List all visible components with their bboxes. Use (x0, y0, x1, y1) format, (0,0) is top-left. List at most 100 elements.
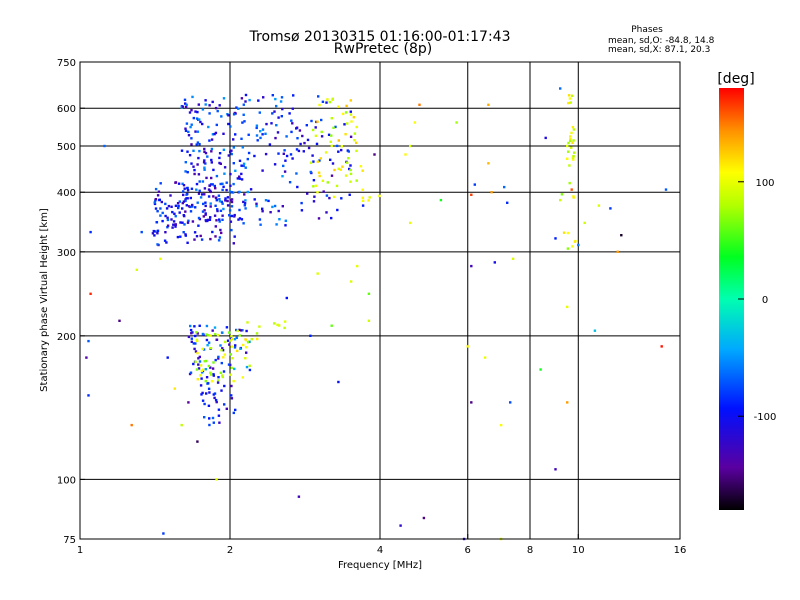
data-point (217, 357, 220, 360)
data-point (232, 242, 235, 245)
data-point (201, 122, 204, 126)
data-point (162, 532, 165, 535)
data-point (244, 93, 248, 97)
data-point (182, 200, 186, 203)
data-point (218, 236, 222, 239)
data-point (242, 200, 245, 204)
data-point (198, 324, 201, 327)
data-point (270, 122, 273, 125)
data-point (224, 340, 227, 344)
data-point (328, 100, 331, 104)
data-point (190, 123, 193, 126)
chart-title: Tromsø 20130315 01:16:00-01:17:43 (249, 29, 511, 45)
data-point (483, 356, 487, 359)
data-point (172, 220, 176, 223)
data-point (242, 113, 245, 116)
data-point (238, 208, 241, 212)
data-point (317, 171, 321, 174)
data-point (567, 101, 570, 105)
data-point (242, 164, 245, 168)
data-point (161, 219, 164, 223)
data-point (299, 142, 302, 146)
data-point (572, 158, 575, 161)
data-point (211, 133, 215, 136)
data-point (232, 146, 235, 149)
data-point (182, 231, 185, 234)
data-point (191, 220, 195, 223)
data-point (190, 332, 193, 335)
data-point (264, 132, 267, 135)
data-point (198, 118, 201, 121)
data-point (210, 147, 214, 151)
data-point (233, 215, 236, 218)
data-point (211, 100, 214, 104)
data-point (232, 379, 235, 383)
data-point (197, 103, 200, 106)
data-point (255, 204, 258, 208)
data-point (190, 337, 193, 340)
data-point (273, 110, 276, 113)
data-point (156, 194, 160, 197)
data-point (509, 401, 512, 404)
data-point (212, 374, 215, 377)
data-point (255, 124, 259, 127)
data-point (326, 98, 329, 101)
data-point (197, 363, 200, 366)
data-point (216, 333, 220, 337)
data-point (275, 104, 278, 108)
y-tick-label: 500 (57, 142, 76, 153)
data-point (195, 117, 199, 120)
data-point (211, 230, 214, 234)
data-point (320, 135, 324, 138)
data-point (205, 176, 208, 180)
data-point (207, 387, 211, 390)
data-point (249, 188, 253, 191)
y-tick-label: 750 (57, 58, 76, 69)
colorbar-tick-label: 100 (755, 178, 774, 189)
data-point (204, 359, 208, 363)
data-point (222, 207, 225, 211)
data-point (200, 238, 204, 241)
data-point (253, 198, 256, 201)
data-point (344, 133, 347, 136)
data-point (166, 218, 170, 222)
data-point (207, 188, 211, 191)
data-point (361, 188, 364, 191)
data-point (570, 131, 573, 135)
data-point (237, 107, 240, 110)
data-point (280, 96, 284, 99)
data-point (261, 210, 264, 213)
data-point (223, 403, 226, 406)
y-tick-label: 300 (57, 248, 76, 259)
data-point (329, 140, 332, 143)
x-tick-label: 1 (77, 545, 83, 556)
data-point (184, 102, 187, 105)
data-point (593, 329, 597, 332)
data-point (85, 356, 88, 359)
data-point (207, 334, 210, 337)
data-point (265, 122, 268, 126)
data-point (218, 161, 221, 165)
data-point (209, 216, 212, 219)
data-point (227, 122, 230, 126)
data-point (245, 329, 248, 333)
data-point (210, 158, 213, 162)
data-point (275, 124, 278, 127)
data-point (206, 344, 209, 347)
data-point (87, 394, 90, 397)
data-point (184, 170, 187, 173)
data-point (214, 235, 217, 238)
data-point (341, 165, 344, 168)
data-point (207, 382, 210, 385)
data-point (210, 380, 214, 383)
data-point (246, 341, 250, 344)
data-point (566, 401, 569, 404)
data-point (217, 379, 220, 382)
data-point (361, 169, 364, 172)
data-point (277, 209, 280, 213)
data-point (238, 159, 242, 162)
data-point (176, 202, 180, 205)
data-point (195, 188, 198, 191)
data-point (276, 323, 279, 326)
data-point (230, 397, 234, 400)
